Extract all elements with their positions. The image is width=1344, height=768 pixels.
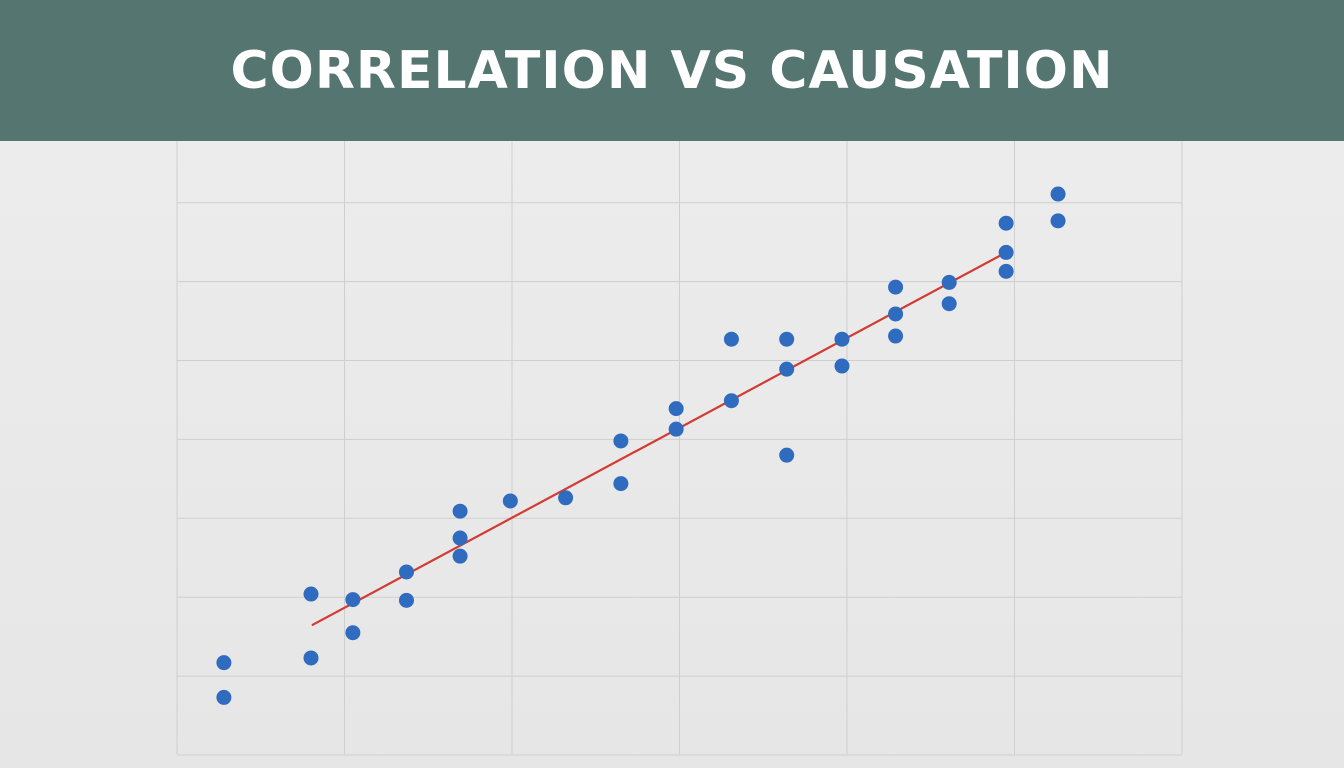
data-point-20 bbox=[779, 447, 795, 463]
title-banner: CORRELATION VS CAUSATION bbox=[0, 0, 1344, 141]
data-point-28 bbox=[941, 296, 957, 312]
data-point-16 bbox=[668, 421, 684, 437]
data-point-23 bbox=[834, 358, 850, 374]
trend-line bbox=[311, 251, 1008, 626]
data-point-18 bbox=[723, 393, 739, 409]
data-point-12 bbox=[502, 493, 518, 509]
data-point-14 bbox=[613, 476, 629, 492]
data-point-29 bbox=[941, 274, 957, 290]
data-points bbox=[216, 186, 1066, 705]
data-point-10 bbox=[452, 530, 468, 546]
data-point-6 bbox=[345, 592, 361, 608]
data-point-33 bbox=[1050, 213, 1066, 229]
scatter-chart bbox=[176, 141, 1183, 756]
data-point-2 bbox=[216, 655, 232, 671]
data-point-22 bbox=[779, 331, 795, 347]
plot-area bbox=[0, 141, 1344, 768]
data-point-21 bbox=[779, 361, 795, 377]
data-point-5 bbox=[345, 625, 361, 641]
data-point-24 bbox=[834, 331, 850, 347]
data-point-30 bbox=[998, 263, 1014, 279]
trend-line-group bbox=[311, 251, 1008, 626]
data-point-3 bbox=[303, 650, 319, 666]
data-point-15 bbox=[613, 433, 629, 449]
data-point-11 bbox=[452, 503, 468, 519]
data-point-1 bbox=[216, 689, 232, 705]
data-point-27 bbox=[888, 279, 904, 295]
data-point-13 bbox=[558, 490, 574, 506]
data-point-25 bbox=[888, 328, 904, 344]
vertical-gridlines bbox=[176, 141, 1183, 754]
data-point-7 bbox=[398, 592, 414, 608]
data-point-31 bbox=[998, 244, 1014, 260]
data-point-8 bbox=[398, 564, 414, 580]
horizontal-gridlines bbox=[177, 202, 1182, 756]
data-point-9 bbox=[452, 548, 468, 564]
data-point-26 bbox=[888, 306, 904, 322]
data-point-19 bbox=[723, 331, 739, 347]
data-point-34 bbox=[1050, 186, 1066, 202]
data-point-4 bbox=[303, 586, 319, 602]
data-point-17 bbox=[668, 401, 684, 417]
data-point-32 bbox=[998, 215, 1014, 231]
chart-title: CORRELATION VS CAUSATION bbox=[230, 40, 1114, 101]
